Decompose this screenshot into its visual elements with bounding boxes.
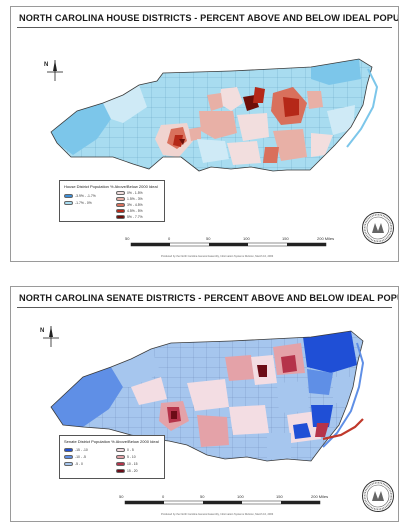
- senate-legend-title: Senate District Population % Above/Below…: [64, 439, 159, 444]
- senate-scale-label: 0: [162, 494, 165, 499]
- senate-north-label: N: [40, 328, 44, 334]
- house-footnote: Produced by the North Carolina General A…: [161, 255, 274, 258]
- house-legend-title: House District Population % Above/Below …: [64, 184, 158, 189]
- house-scale-label: 50: [125, 236, 130, 241]
- house-legend-item: 0% - 1.5%: [116, 191, 143, 195]
- legend-label: -3.9% - -1.7%: [75, 194, 96, 198]
- legend-swatch: [116, 215, 125, 219]
- house-legend-item: 1.5% - 3%: [116, 197, 143, 201]
- house-state-shape: [50, 58, 379, 172]
- legend-swatch: [64, 462, 73, 466]
- house-legend-item: 3% - 4.5%: [116, 203, 143, 207]
- house-legend-item: 5% - 7.7%: [116, 215, 143, 219]
- legend-label: 15 - 20: [127, 469, 138, 473]
- senate-legend-item: 0 - 5: [116, 448, 134, 452]
- legend-swatch: [64, 455, 73, 459]
- house-map-title: NORTH CAROLINA HOUSE DISTRICTS - PERCENT…: [19, 13, 399, 23]
- senate-scale-label: 150: [276, 494, 283, 499]
- senate-footnote: Produced by the North Carolina General A…: [161, 513, 274, 516]
- legend-label: -5 - 0: [75, 462, 83, 466]
- legend-swatch: [64, 448, 73, 452]
- senate-map-title: NORTH CAROLINA SENATE DISTRICTS - PERCEN…: [19, 293, 399, 303]
- legend-swatch: [116, 469, 125, 473]
- house-district-map: [50, 58, 379, 247]
- house-legend-item: -3.9% - -1.7%: [64, 194, 96, 198]
- senate-legend-item: -10 - -5: [64, 455, 86, 459]
- legend-swatch: [116, 203, 125, 207]
- senate-district-map: [50, 330, 365, 505]
- legend-swatch: [64, 194, 73, 198]
- house-legend: House District Population % Above/Below …: [59, 180, 165, 222]
- senate-legend-item: 5 - 10: [116, 455, 136, 459]
- legend-label: 1.5% - 3%: [127, 197, 143, 201]
- house-map-panel: NORTH CAROLINA HOUSE DISTRICTS - PERCENT…: [10, 6, 399, 262]
- senate-scale-label: 200 Miles: [311, 494, 329, 499]
- legend-label: 5% - 7.7%: [127, 215, 143, 219]
- legend-label: 0% - 1.5%: [127, 191, 143, 195]
- senate-scale-label: 50: [200, 494, 205, 499]
- legend-swatch: [64, 201, 73, 205]
- house-scale-label: 50: [206, 236, 211, 241]
- legend-swatch: [116, 455, 125, 459]
- legend-label: -15 - -10: [75, 448, 88, 452]
- house-scale-label: 200 Miles: [317, 236, 335, 241]
- legend-label: 10 - 15: [127, 462, 138, 466]
- senate-legend-item: 10 - 15: [116, 462, 138, 466]
- house-scale-label: 100: [243, 236, 250, 241]
- title-rule: [17, 307, 392, 308]
- legend-label: 3% - 4.5%: [127, 203, 143, 207]
- senate-north-arrow: N: [40, 326, 59, 347]
- legend-label: 4.5% - 5%: [127, 209, 143, 213]
- legend-label: 0 - 5: [127, 448, 134, 452]
- senate-scale-label: 50: [119, 494, 124, 499]
- legend-swatch: [116, 209, 125, 213]
- house-north-label: N: [44, 62, 48, 68]
- legend-swatch: [116, 448, 125, 452]
- senate-legend: Senate District Population % Above/Below…: [59, 435, 165, 479]
- house-state-seal-icon: [362, 212, 394, 244]
- senate-legend-item: 15 - 20: [116, 469, 138, 473]
- house-legend-item: 4.5% - 5%: [116, 209, 143, 213]
- house-scale-label: 150: [282, 236, 289, 241]
- house-legend-item: -1.7% - 0%: [64, 201, 92, 205]
- house-north-arrow: N: [44, 60, 63, 81]
- senate-state-seal-icon: [362, 480, 394, 512]
- legend-label: -10 - -5: [75, 455, 86, 459]
- legend-swatch: [116, 462, 125, 466]
- title-rule: [17, 27, 392, 28]
- legend-swatch: [116, 197, 125, 201]
- senate-scale-bar: [124, 500, 321, 505]
- house-scale-bar: [130, 242, 327, 247]
- senate-state-shape: [50, 330, 365, 462]
- legend-swatch: [116, 191, 125, 195]
- senate-legend-item: -15 - -10: [64, 448, 88, 452]
- senate-legend-item: -5 - 0: [64, 462, 83, 466]
- house-scale-label: 0: [168, 236, 171, 241]
- senate-map-panel: NORTH CAROLINA SENATE DISTRICTS - PERCEN…: [10, 286, 399, 522]
- senate-scale-label: 100: [237, 494, 244, 499]
- legend-label: 5 - 10: [127, 455, 136, 459]
- legend-label: -1.7% - 0%: [75, 201, 92, 205]
